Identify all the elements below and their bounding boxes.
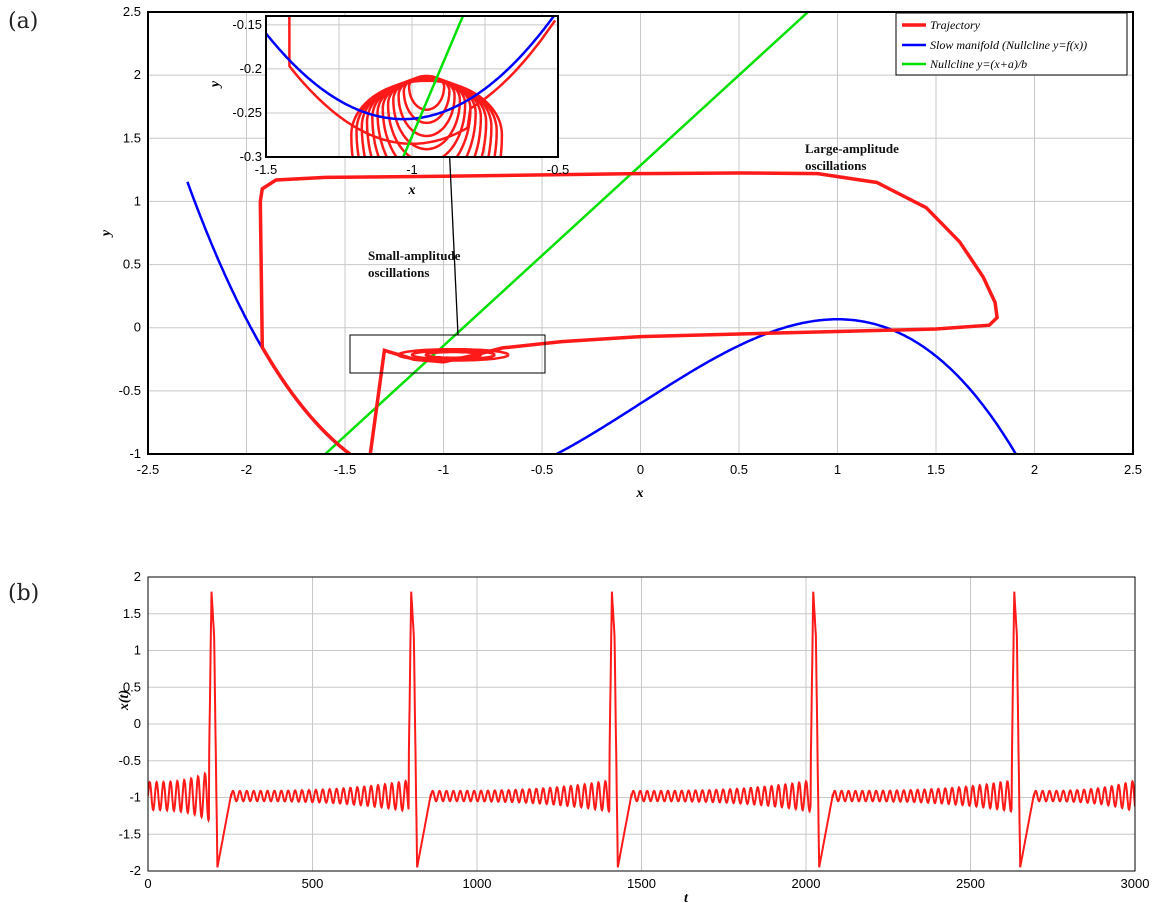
time-series-ticks: 0 500 1000 1500 2000 2500 3000 -2 -1.5 -1 -0.5 0 0.5… bbox=[119, 569, 1150, 891]
inset-y-tick-label: -0.25 bbox=[232, 105, 262, 120]
zoom-region-box bbox=[349, 334, 546, 374]
slow-manifold-curve bbox=[186, 181, 1018, 454]
inset-trajectory-loops bbox=[288, 16, 557, 157]
x-tick-label: 0 bbox=[637, 462, 644, 477]
phase-plane-ylabel: y bbox=[99, 229, 114, 238]
phase-plane-ticks: -2.5 -2 -1.5 -1 -0.5 0 0.5 1 1.5 2 2.5 -1 -0.5 0 0.5 1 1… bbox=[119, 4, 1142, 477]
phase-plane-frame bbox=[147, 11, 1134, 455]
y-tick-label: -0.5 bbox=[119, 753, 141, 768]
x-tick-label: 0.5 bbox=[730, 462, 748, 477]
phase-plane-plot: -2.5 -2 -1.5 -1 -0.5 0 0.5 1 1.5 2 2.5 -1 -0.5 0 0.5 1 1… bbox=[99, 4, 1142, 501]
y-tick-label: 1 bbox=[134, 643, 141, 658]
x-tick-label: 1000 bbox=[463, 876, 492, 891]
inset-ylabel: y bbox=[208, 80, 223, 89]
y-tick-label: -1.5 bbox=[119, 826, 141, 841]
y-tick-label: -0.5 bbox=[119, 383, 141, 398]
time-series-grid bbox=[147, 576, 1136, 872]
legend-label-nullcline: Nullcline y=(x+a)/b bbox=[929, 57, 1027, 71]
panel-label-a: (a) bbox=[8, 9, 38, 34]
y-tick-label: 2 bbox=[134, 67, 141, 82]
x-tick-label: -2.5 bbox=[137, 462, 159, 477]
y-tick-label: 2 bbox=[134, 569, 141, 584]
x-tick-label: 1.5 bbox=[927, 462, 945, 477]
small-amplitude-label-line2: oscillations bbox=[368, 265, 429, 280]
x-tick-label: 500 bbox=[302, 876, 324, 891]
inset-xlabel: x bbox=[408, 183, 416, 198]
x-tick-label: 1 bbox=[834, 462, 841, 477]
inset-frame bbox=[265, 15, 559, 158]
y-tick-label: 2.5 bbox=[123, 4, 141, 19]
x-tick-label: 2.5 bbox=[1124, 462, 1142, 477]
x-of-t-curve bbox=[148, 591, 1135, 868]
x-tick-label: 1500 bbox=[627, 876, 656, 891]
x-tick-label: -2 bbox=[241, 462, 253, 477]
small-amplitude-label-line1: Small-amplitude bbox=[368, 248, 461, 263]
large-amplitude-label-line2: oscillations bbox=[805, 158, 866, 173]
time-series-ylabel: x(t) bbox=[117, 690, 132, 711]
y-tick-label: 0 bbox=[134, 320, 141, 335]
inset-x-tick-label: -1 bbox=[406, 162, 418, 177]
x-tick-label: -0.5 bbox=[531, 462, 553, 477]
legend: Trajectory Slow manifold (Nullcline y=f(… bbox=[895, 12, 1128, 76]
inset-y-tick-label: -0.2 bbox=[240, 61, 262, 76]
y-tick-label: 1.5 bbox=[123, 130, 141, 145]
inset-x-tick-label: -1.5 bbox=[255, 162, 277, 177]
inset-ticks: -1.5 -1 -0.5 -0.3 -0.25 -0.2 -0.15 bbox=[232, 17, 569, 177]
y-tick-label: -2 bbox=[129, 863, 141, 878]
y-tick-label: 1 bbox=[134, 193, 141, 208]
inset-x-tick-label: -0.5 bbox=[547, 162, 569, 177]
y-tick-label: 0.5 bbox=[123, 679, 141, 694]
x-tick-label: 3000 bbox=[1121, 876, 1150, 891]
legend-label-trajectory: Trajectory bbox=[930, 18, 981, 32]
y-tick-label: 1.5 bbox=[123, 606, 141, 621]
y-tick-label: 0 bbox=[134, 716, 141, 731]
panel-label-b: (b) bbox=[8, 581, 39, 606]
y-tick-label: -1 bbox=[129, 446, 141, 461]
inset-manifold-curve bbox=[266, 16, 556, 121]
inset-y-tick-label: -0.15 bbox=[232, 17, 262, 32]
x-tick-label: 2500 bbox=[956, 876, 985, 891]
x-tick-label: -1.5 bbox=[334, 462, 356, 477]
x-tick-label: 0 bbox=[144, 876, 151, 891]
time-series-plot: 0 500 1000 1500 2000 2500 3000 -2 -1.5 -1 -0.5 0 0.5… bbox=[117, 569, 1149, 903]
y-tick-label: 0.5 bbox=[123, 257, 141, 272]
x-tick-label: 2000 bbox=[792, 876, 821, 891]
zoom-arrow bbox=[444, 137, 459, 336]
phase-plane-xlabel: x bbox=[636, 486, 644, 501]
legend-label-manifold: Slow manifold (Nullcline y=f(x)) bbox=[930, 38, 1087, 52]
trajectory-curve bbox=[258, 171, 999, 454]
y-tick-label: -1 bbox=[129, 790, 141, 805]
x-tick-label: -1 bbox=[438, 462, 450, 477]
small-oscillation-loops bbox=[396, 347, 510, 362]
large-amplitude-label-line1: Large-amplitude bbox=[805, 141, 899, 156]
inset-plot: -1.5 -1 -0.5 -0.3 -0.25 -0.2 -0.15 x y bbox=[208, 15, 569, 198]
time-series-xlabel: t bbox=[684, 891, 689, 903]
inset-y-tick-label: -0.3 bbox=[240, 149, 262, 164]
inset-nullcline bbox=[402, 16, 465, 157]
time-series-frame bbox=[147, 576, 1136, 872]
legend-box bbox=[895, 12, 1128, 76]
linear-nullcline bbox=[324, 12, 810, 454]
x-tick-label: 2 bbox=[1031, 462, 1038, 477]
